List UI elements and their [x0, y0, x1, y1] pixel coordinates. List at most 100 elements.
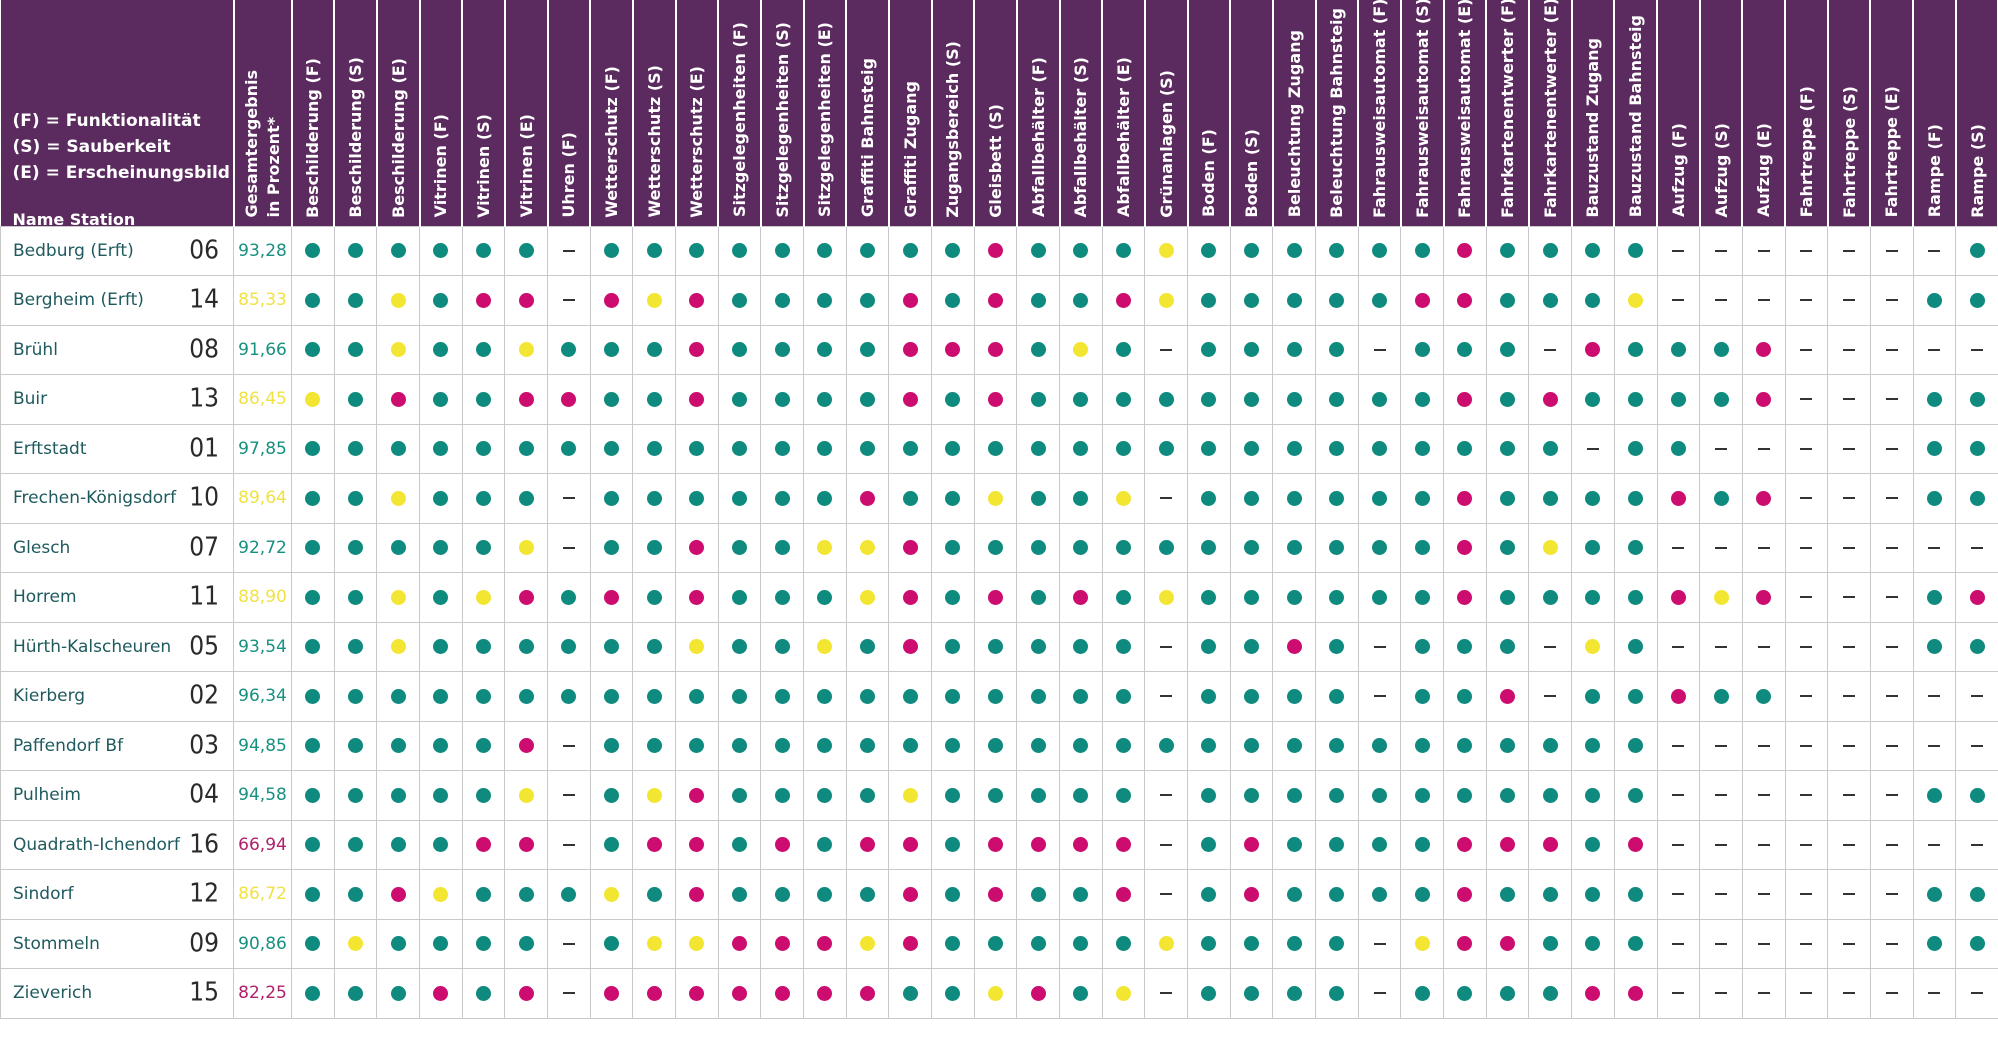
table-row: Sindorf 12 86,72 [0, 869, 1998, 920]
rating-cell [1016, 572, 1061, 623]
rating-cell [504, 225, 549, 276]
rating-cell [1443, 819, 1487, 870]
not-applicable-dash [1800, 992, 1813, 995]
rating-cell [291, 572, 335, 623]
rating-cell [1741, 324, 1786, 375]
rating-good-dot [1286, 837, 1302, 853]
rating-good-dot [945, 589, 961, 605]
rating-cell [845, 819, 890, 870]
rating-cell [1272, 522, 1317, 573]
rating-poor-dot [518, 738, 534, 754]
rating-cell [1613, 572, 1658, 623]
column-header: Boden (S) [1230, 0, 1274, 226]
rating-poor-dot [1542, 391, 1558, 407]
rating-good-dot [1457, 787, 1473, 803]
rating-cell [1357, 473, 1402, 524]
rating-good-dot [476, 342, 492, 358]
rating-good-dot [1500, 441, 1516, 457]
rating-good-dot [476, 441, 492, 457]
rating-cell [1571, 324, 1615, 375]
rating-good-dot [1329, 886, 1345, 902]
rating-poor-dot [1457, 936, 1473, 952]
rating-cell [1400, 621, 1445, 672]
rating-cell [1443, 473, 1487, 524]
rating-poor-dot [1244, 886, 1260, 902]
rating-good-dot [1500, 342, 1516, 358]
rating-cell [632, 918, 677, 969]
rating-good-dot [1116, 639, 1132, 655]
rating-cell [717, 275, 762, 326]
rating-cell [1400, 522, 1445, 573]
rating-poor-dot [689, 886, 705, 902]
rating-cell [1656, 423, 1701, 474]
station-rank: 05 [189, 631, 219, 662]
station-rank: 16 [189, 829, 219, 860]
rating-cell [1059, 473, 1103, 524]
rating-good-dot [1670, 342, 1686, 358]
rating-good-dot [1414, 738, 1430, 754]
rating-cell [1485, 819, 1530, 870]
rating-cell [888, 572, 933, 623]
rating-good-dot [1201, 292, 1217, 308]
rating-cell [1229, 869, 1274, 920]
rating-good-dot [476, 540, 492, 556]
rating-good-dot [1926, 292, 1942, 308]
rating-poor-dot [988, 589, 1004, 605]
rating-good-dot [1329, 837, 1345, 853]
rating-cell [760, 374, 805, 425]
rating-cell [589, 918, 634, 969]
rating-cell [1656, 671, 1701, 722]
rating-good-dot [1286, 540, 1302, 556]
not-applicable-dash [1373, 992, 1386, 995]
rating-cell [504, 374, 549, 425]
rating-cell [973, 720, 1018, 771]
rating-good-dot [732, 787, 748, 803]
rating-cell [1827, 770, 1871, 821]
rating-cell [717, 225, 762, 276]
rating-good-dot [1372, 441, 1388, 457]
rating-cell [1571, 423, 1615, 474]
rating-cell [1272, 918, 1317, 969]
rating-cell [1315, 423, 1359, 474]
rating-cell [1827, 968, 1871, 1019]
rating-cell [845, 324, 890, 375]
rating-good-dot [988, 540, 1004, 556]
rating-cell [291, 621, 335, 672]
rating-good-dot [1372, 787, 1388, 803]
rating-poor-dot [988, 391, 1004, 407]
rating-good-dot [988, 688, 1004, 704]
rating-cell [1016, 374, 1061, 425]
rating-good-dot [1116, 391, 1132, 407]
rating-cell [1955, 423, 1998, 474]
rating-good-dot [1329, 738, 1345, 754]
rating-cell [504, 423, 549, 474]
name-station-header: Name Station [12, 210, 136, 226]
column-header: Fahrtreppe (F) [1785, 0, 1829, 226]
rating-cell [1827, 671, 1871, 722]
rating-cell [504, 869, 549, 920]
rating-good-dot [1628, 589, 1644, 605]
rating-cell [1016, 225, 1061, 276]
rating-good-dot [1201, 985, 1217, 1001]
not-applicable-dash [1800, 645, 1813, 648]
rating-good-dot [1158, 738, 1174, 754]
rating-cell [1656, 819, 1701, 870]
rating-cell [1443, 869, 1487, 920]
rating-poor-dot [689, 292, 705, 308]
rating-cell [632, 572, 677, 623]
rating-cell [888, 621, 933, 672]
rating-cell [888, 324, 933, 375]
rating-good-dot [1457, 688, 1473, 704]
legend-line-e: (E) = Erscheinungsbild [12, 163, 230, 183]
rating-cell [419, 770, 463, 821]
rating-cell [888, 770, 933, 821]
rating-good-dot [860, 292, 876, 308]
rating-cell [1571, 572, 1615, 623]
rating-good-dot [1542, 738, 1558, 754]
rating-poor-dot [689, 787, 705, 803]
rating-good-dot [945, 985, 961, 1001]
rating-good-dot [1756, 688, 1772, 704]
rating-poor-dot [1030, 985, 1046, 1001]
rating-cell [1443, 621, 1487, 672]
rating-cell [1315, 621, 1359, 672]
